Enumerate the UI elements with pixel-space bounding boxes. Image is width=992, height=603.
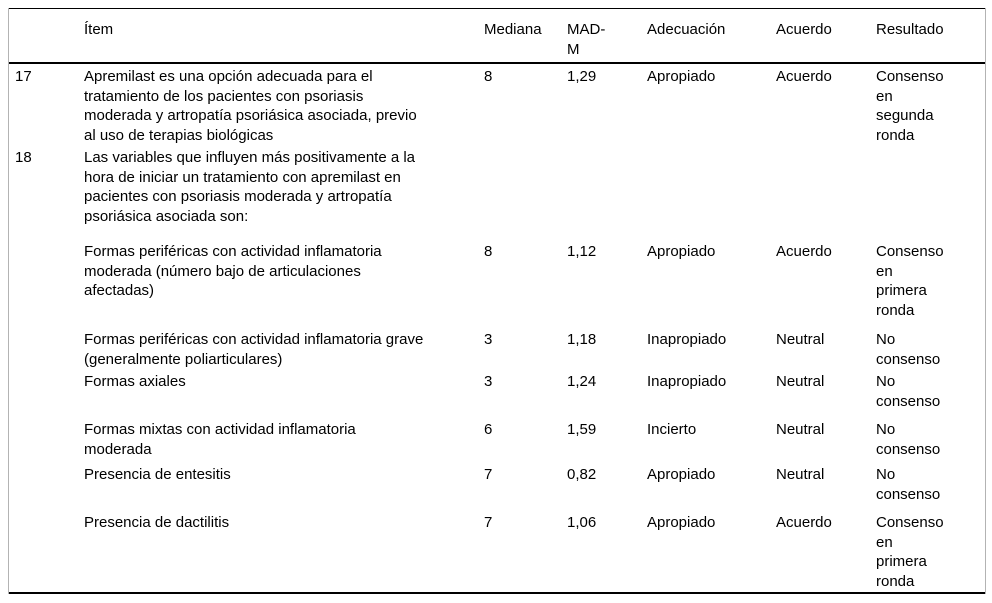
cell-mad-m: 1,59 (567, 421, 597, 438)
cell-resultado: No consenso (876, 373, 941, 410)
cell-resultado: No consenso (876, 421, 941, 458)
cell-mad-m: 1,29 (567, 68, 597, 85)
cell-mediana: 7 (484, 466, 493, 483)
cell-adecuacion: Inapropiado (647, 373, 727, 390)
cell-num (9, 510, 84, 594)
col-header-acuerdo: Acuerdo (776, 8, 876, 64)
table-row: Formas periféricas con actividad inflama… (9, 239, 985, 327)
header-row: Ítem Mediana MAD-M Adecuación Acuerdo Re… (9, 8, 985, 64)
table-row: 17 Apremilast es una opción adecuada par… (9, 63, 985, 145)
cell-resultado: Consenso en segunda ronda (876, 68, 944, 144)
cell-item: Formas periféricas con actividad inflama… (84, 331, 424, 368)
cell-mad-m: 1,24 (567, 373, 597, 390)
consensus-table-container: Ítem Mediana MAD-M Adecuación Acuerdo Re… (8, 8, 986, 594)
table-row: Presencia de dactilitis 7 1,06 Apropiado… (9, 510, 985, 594)
cell-acuerdo: Neutral (776, 373, 825, 390)
cell-num (9, 239, 84, 327)
table-body: 17 Apremilast es una opción adecuada par… (9, 63, 985, 594)
cell-acuerdo (776, 145, 876, 239)
table-row: Formas axiales 3 1,24 Inapropiado Neutra… (9, 369, 985, 417)
col-header-mad-m: MAD-M (567, 8, 647, 64)
cell-acuerdo: Neutral (776, 421, 825, 438)
cell-resultado: No consenso (876, 331, 941, 368)
cell-mediana (484, 145, 567, 239)
table-row: Formas periféricas con actividad inflama… (9, 327, 985, 369)
cell-resultado (876, 145, 985, 239)
consensus-table: Ítem Mediana MAD-M Adecuación Acuerdo Re… (9, 8, 985, 594)
cell-mediana: 6 (484, 421, 493, 438)
cell-resultado: Consenso en primera ronda (876, 243, 944, 319)
col-header-mediana: Mediana (484, 8, 567, 64)
cell-item: Presencia de dactilitis (84, 510, 484, 594)
cell-mad-m: 0,82 (567, 466, 597, 483)
cell-item: Formas mixtas con actividad inflamatoria… (84, 421, 356, 458)
cell-adecuacion: Apropiado (647, 243, 716, 260)
cell-item: Apremilast es una opción adecuada para e… (84, 68, 417, 144)
cell-acuerdo: Neutral (776, 466, 825, 483)
col-header-mad-m-label: MAD-M (567, 21, 606, 58)
col-header-item: Ítem (84, 8, 484, 64)
cell-item: Las variables que influyen más positivam… (84, 149, 416, 225)
col-header-resultado: Resultado (876, 8, 985, 64)
col-header-adecuacion: Adecuación (647, 8, 776, 64)
cell-mediana: 8 (484, 68, 493, 85)
cell-adecuacion: Apropiado (647, 68, 716, 85)
cell-item: Presencia de entesitis (84, 466, 231, 483)
cell-mediana: 7 (484, 510, 567, 594)
cell-num: 17 (15, 68, 32, 85)
cell-mediana: 3 (484, 373, 493, 390)
cell-mad-m (567, 145, 647, 239)
cell-adecuacion: Apropiado (647, 466, 716, 483)
table-row: Formas mixtas con actividad inflamatoria… (9, 417, 985, 462)
cell-resultado: Consenso en primera ronda (876, 510, 985, 594)
cell-acuerdo: Acuerdo (776, 243, 832, 260)
cell-mediana: 3 (484, 331, 493, 348)
cell-num (9, 462, 84, 510)
cell-adecuacion: Incierto (647, 421, 697, 438)
table-row: 18 Las variables que influyen más positi… (9, 145, 985, 239)
cell-acuerdo: Acuerdo (776, 510, 876, 594)
cell-mad-m: 1,06 (567, 510, 647, 594)
cell-mediana: 8 (484, 243, 493, 260)
cell-num (9, 327, 84, 369)
cell-acuerdo: Acuerdo (776, 68, 832, 85)
cell-item: Formas periféricas con actividad inflama… (84, 243, 382, 299)
cell-acuerdo: Neutral (776, 331, 825, 348)
cell-num: 18 (15, 149, 32, 166)
table-row: Presencia de entesitis 7 0,82 Apropiado … (9, 462, 985, 510)
cell-adecuacion: Inapropiado (647, 331, 727, 348)
cell-mad-m: 1,18 (567, 331, 597, 348)
table-header: Ítem Mediana MAD-M Adecuación Acuerdo Re… (9, 8, 985, 64)
cell-mad-m: 1,12 (567, 243, 597, 260)
cell-num (9, 417, 84, 462)
cell-resultado: No consenso (876, 466, 941, 503)
cell-item: Formas axiales (84, 373, 186, 390)
col-header-num (9, 8, 84, 64)
cell-num (9, 369, 84, 417)
cell-adecuacion (647, 145, 776, 239)
cell-adecuacion: Apropiado (647, 510, 776, 594)
